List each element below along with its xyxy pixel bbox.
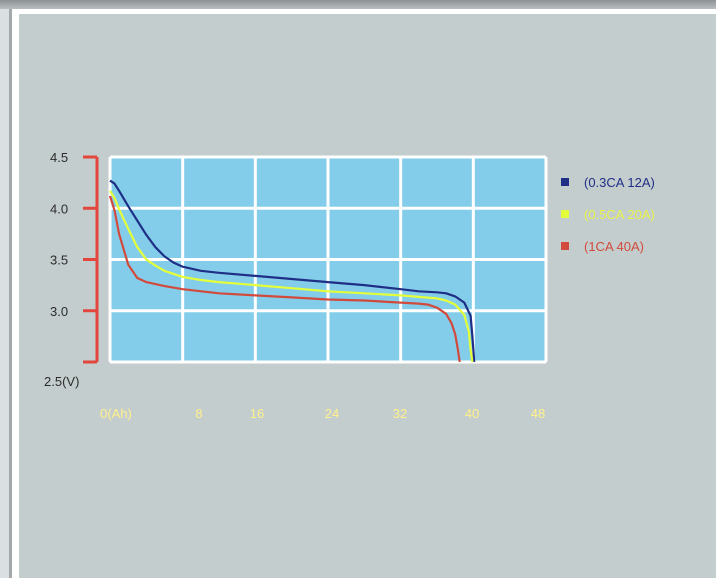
legend-swatch bbox=[561, 210, 569, 218]
y-tick-label: 2.5(V) bbox=[44, 374, 79, 389]
left-border bbox=[0, 9, 12, 578]
y-axis bbox=[83, 155, 99, 364]
series-line-1 bbox=[109, 179, 476, 363]
x-tick-label: 32 bbox=[393, 406, 407, 421]
legend: (0.3CA 12A) (0.5CA 20A) (1CA 40A) bbox=[561, 175, 655, 254]
x-tick-label: 16 bbox=[250, 406, 264, 421]
series-line-2 bbox=[109, 190, 474, 363]
legend-swatch bbox=[561, 178, 569, 186]
series-line-3 bbox=[108, 195, 461, 363]
x-tick-label: 8 bbox=[195, 406, 202, 421]
y-tick-label: 4.0 bbox=[50, 201, 68, 216]
x-tick-labels: 0(Ah) 8 16 24 32 40 48 bbox=[100, 406, 545, 421]
legend-label: (0.3CA 12A) bbox=[584, 175, 655, 190]
y-tick-label: 3.0 bbox=[50, 304, 68, 319]
series-lines bbox=[108, 179, 476, 363]
legend-label: (1CA 40A) bbox=[584, 239, 644, 254]
x-tick-label: 48 bbox=[531, 406, 545, 421]
y-tick-labels: 4.5 4.0 3.5 3.0 2.5(V) bbox=[44, 150, 79, 389]
legend-label: (0.5CA 20A) bbox=[584, 207, 655, 222]
legend-swatch bbox=[561, 242, 569, 250]
y-tick-label: 3.5 bbox=[50, 253, 68, 268]
x-tick-label: 0(Ah) bbox=[100, 406, 132, 421]
x-tick-label: 24 bbox=[325, 406, 339, 421]
top-border bbox=[0, 0, 716, 9]
y-tick-label: 4.5 bbox=[50, 150, 68, 165]
x-tick-label: 40 bbox=[465, 406, 479, 421]
